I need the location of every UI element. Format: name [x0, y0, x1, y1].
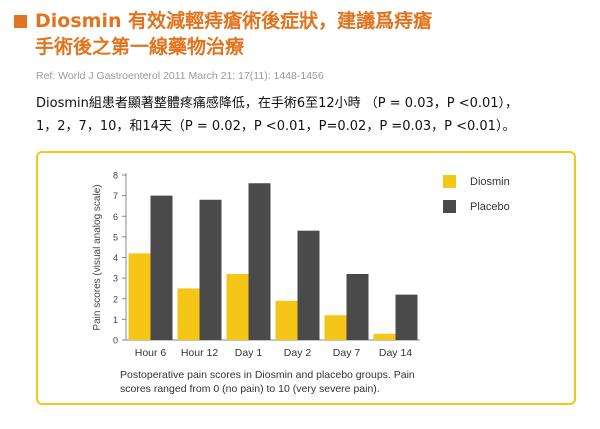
y-tick-label: 7 — [113, 191, 118, 201]
bar-placebo-day-7 — [346, 274, 369, 340]
x-tick-label: Hour 12 — [181, 347, 219, 359]
chart-legend: Diosmin Placebo — [443, 175, 510, 225]
bar-placebo-day-1 — [248, 183, 271, 340]
y-tick-label: 4 — [113, 253, 118, 263]
chart-caption: Postoperative pain scores in Diosmin and… — [120, 368, 520, 396]
bar-diosmin-day-1 — [226, 274, 249, 340]
bar-diosmin-hour-12 — [177, 288, 200, 340]
x-tick-label: Hour 6 — [135, 347, 167, 359]
y-tick-label: 6 — [113, 212, 118, 222]
title-bullet-square — [14, 15, 27, 28]
legend-item-diosmin: Diosmin — [443, 175, 510, 188]
bar-placebo-hour-6 — [150, 195, 173, 340]
description-line-2: 1，2，7，10，和14天（P = 0.02，P <0.01，P=0.02，P … — [36, 119, 516, 134]
legend-swatch-placebo — [443, 200, 456, 213]
description-line-1: Diosmin組患者顯著整體疼痛感降低，在手術6至12小時 （P = 0.03，… — [36, 96, 519, 111]
legend-swatch-diosmin — [443, 175, 456, 188]
slide-title: Diosmin 有效減輕痔瘡術後症狀，建議爲痔瘡 手術後之第一線藥物治療 — [14, 8, 589, 60]
caption-line-1: Postoperative pain scores in Diosmin and… — [120, 369, 415, 381]
bar-placebo-day-14 — [395, 294, 418, 340]
y-tick-label: 5 — [113, 232, 118, 242]
x-tick-label: Day 2 — [284, 347, 312, 359]
bar-diosmin-day-2 — [275, 300, 298, 340]
y-tick-label: 2 — [113, 294, 118, 304]
x-tick-label: Day 7 — [333, 347, 361, 359]
bar-diosmin-day-7 — [324, 315, 347, 340]
title-line-2: 手術後之第一線藥物治療 — [35, 36, 245, 58]
x-tick-label: Day 1 — [235, 347, 263, 359]
legend-label-diosmin: Diosmin — [470, 175, 510, 188]
x-tick-label: Day 14 — [379, 347, 412, 359]
reference-text: Ref: World J Gastroenterol 2011 March 21… — [36, 70, 324, 82]
y-tick-label: 8 — [113, 171, 118, 181]
y-tick-label: 3 — [113, 274, 118, 284]
y-tick-label: 1 — [113, 315, 118, 325]
bar-diosmin-hour-6 — [128, 253, 151, 340]
bar-placebo-day-2 — [297, 230, 320, 340]
bar-diosmin-day-14 — [373, 333, 396, 340]
caption-line-2: scores ranged from 0 (no pain) to 10 (ve… — [120, 383, 380, 395]
y-tick-label: 0 — [113, 336, 118, 346]
legend-label-placebo: Placebo — [470, 200, 510, 213]
bar-placebo-hour-12 — [199, 199, 222, 340]
title-line-1: Diosmin 有效減輕痔瘡術後症狀，建議爲痔瘡 — [35, 10, 433, 32]
y-axis-label: Pain scores (visual analog scale) — [92, 184, 103, 330]
bar-chart: 0 1 2 3 4 5 6 7 8 Pain scores (visual analog scal… — [92, 171, 420, 359]
description: Diosmin組患者顯著整體疼痛感降低，在手術6至12小時 （P = 0.03，… — [36, 92, 592, 138]
chart-panel: 0 1 2 3 4 5 6 7 8 Pain scores (visual analog scal… — [36, 151, 576, 405]
legend-item-placebo: Placebo — [443, 200, 510, 213]
